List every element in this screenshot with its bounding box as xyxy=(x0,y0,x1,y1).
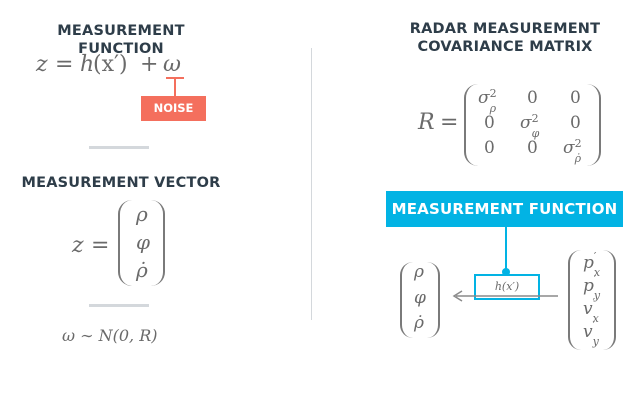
out-entry-rho-dot: ρ̇ xyxy=(414,313,424,333)
state-vx-prime: ′ xyxy=(592,296,596,309)
out-right-paren xyxy=(427,262,440,338)
cov-r1c1-sup: 2 xyxy=(489,87,497,100)
state-py-prime: ′ xyxy=(593,273,597,286)
mf-connector-dot xyxy=(502,268,510,276)
measurement-function-heading: MEASUREMENT FUNCTION xyxy=(57,23,185,57)
state-entry-px: p ′ x xyxy=(583,250,600,279)
cov-r2c1: 0 xyxy=(484,113,495,133)
state-right-paren xyxy=(603,250,616,350)
measurement-function-box: MEASUREMENT FUNCTION xyxy=(386,191,623,227)
cov-r3c2: 0 xyxy=(527,138,538,158)
cov-r3c3: σ 2 ρ̇ xyxy=(563,137,582,165)
state-vy-prime: ′ xyxy=(592,319,596,332)
state-py-sub: y xyxy=(593,289,601,302)
covariance-heading-line1: RADAR MEASUREMENT xyxy=(409,21,601,37)
cov-R: R xyxy=(418,110,435,135)
vec-left-paren xyxy=(118,200,132,286)
cov-r1c3: 0 xyxy=(570,88,581,108)
eq-z: z xyxy=(36,52,48,77)
eq-h: h xyxy=(80,52,95,77)
eq-plus: + xyxy=(140,52,159,77)
column-separator xyxy=(311,48,312,320)
state-vy-sub: y xyxy=(592,335,599,348)
cov-r3c3-base: σ xyxy=(563,138,575,158)
noise-label: NOISE xyxy=(141,96,206,121)
out-entry-phi: φ xyxy=(414,288,426,308)
cov-r1c1-base: σ xyxy=(478,88,490,108)
covariance-heading: RADAR MEASUREMENT COVARIANCE MATRIX xyxy=(395,20,615,56)
cov-r2c2-sup: 2 xyxy=(531,112,539,125)
vec-entry-rho-dot: ρ̇ xyxy=(136,258,148,282)
out-left-paren xyxy=(400,262,413,338)
state-px-base: p xyxy=(583,253,594,273)
state-vx-sub: x xyxy=(592,312,599,325)
cov-r1c2: 0 xyxy=(527,88,538,108)
cov-r2c2-sub: φ xyxy=(531,127,540,140)
cov-r1c1-sub: ρ xyxy=(489,102,497,115)
cov-r3c3-sup: 2 xyxy=(574,137,582,150)
noise-connector xyxy=(166,77,184,96)
eq-omega: ω xyxy=(163,52,181,77)
state-entry-vy: v ′ y xyxy=(583,319,599,348)
vec-entry-phi: φ xyxy=(136,230,151,254)
cov-r2c2-base: σ xyxy=(520,113,532,133)
state-py-base: p xyxy=(583,276,594,296)
cov-r3c1: 0 xyxy=(484,138,495,158)
vec-equals: = xyxy=(91,233,110,258)
cov-left-paren xyxy=(464,84,478,166)
state-vx-base: v xyxy=(583,299,593,319)
state-px-sub: x xyxy=(593,266,601,279)
vec-right-paren xyxy=(151,200,165,286)
cov-r3c3-sub: ρ̇ xyxy=(574,152,582,165)
left-divider-top xyxy=(89,146,149,149)
state-entry-py: p ′ y xyxy=(583,273,600,302)
state-vy-base: v xyxy=(583,322,593,342)
covariance-heading-line2: COVARIANCE MATRIX xyxy=(417,39,593,55)
state-left-paren xyxy=(568,250,581,350)
left-divider-bottom xyxy=(89,304,149,307)
eq-arg: (x′) xyxy=(93,52,128,77)
cov-equals: = xyxy=(440,110,459,135)
measurement-vector-heading: MEASUREMENT VECTOR xyxy=(21,175,221,191)
cov-right-paren xyxy=(587,84,601,166)
state-px-prime: ′ xyxy=(593,250,597,263)
out-entry-rho: ρ xyxy=(414,262,424,282)
vec-z: z xyxy=(72,233,84,258)
cov-r2c3: 0 xyxy=(570,113,581,133)
state-entry-vx: v ′ x xyxy=(583,296,599,325)
vec-entry-rho: ρ xyxy=(136,202,148,226)
noise-distribution: ω ∼ N(0, R) xyxy=(62,326,158,345)
eq-equals: = xyxy=(55,52,74,77)
mapping-arrow xyxy=(452,290,558,302)
mf-connector xyxy=(505,227,507,275)
